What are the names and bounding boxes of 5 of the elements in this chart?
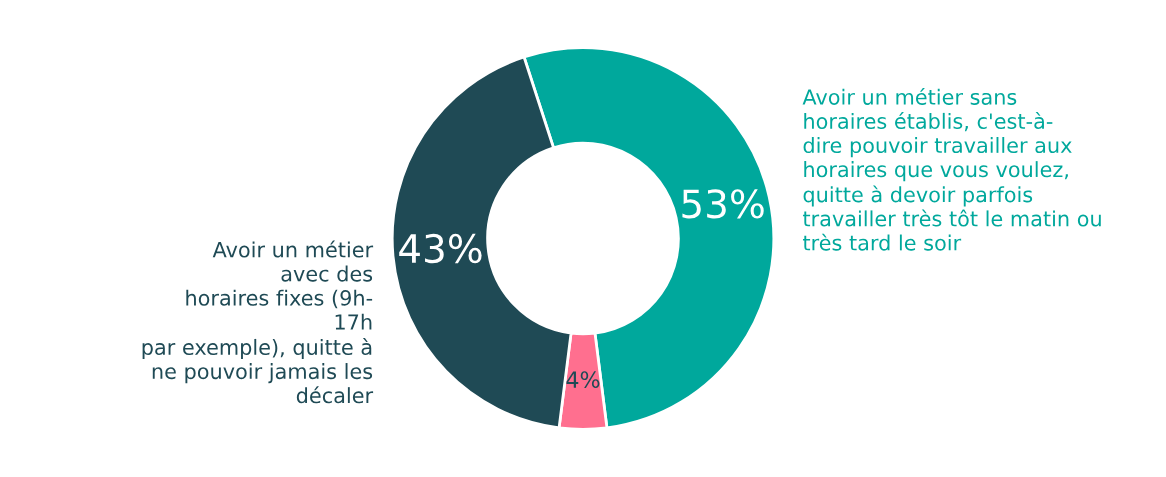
slice-label: Avoir un métier sans horaires établis, c'est-à- dire pouvoir travailler aux horaires que vous voulez, quitte à devoir parfois travailler très tôt le matin ou très tard le soir <box>802 87 1101 251</box>
data-label: 4% <box>566 371 600 389</box>
data-label: 53% <box>682 189 764 219</box>
data-label: 43% <box>399 233 482 264</box>
slice-label: Avoir un métier avec des horaires fixes (9h- 17h par exemple), quitte à ne pouvoir jamais les décaler <box>142 240 374 404</box>
